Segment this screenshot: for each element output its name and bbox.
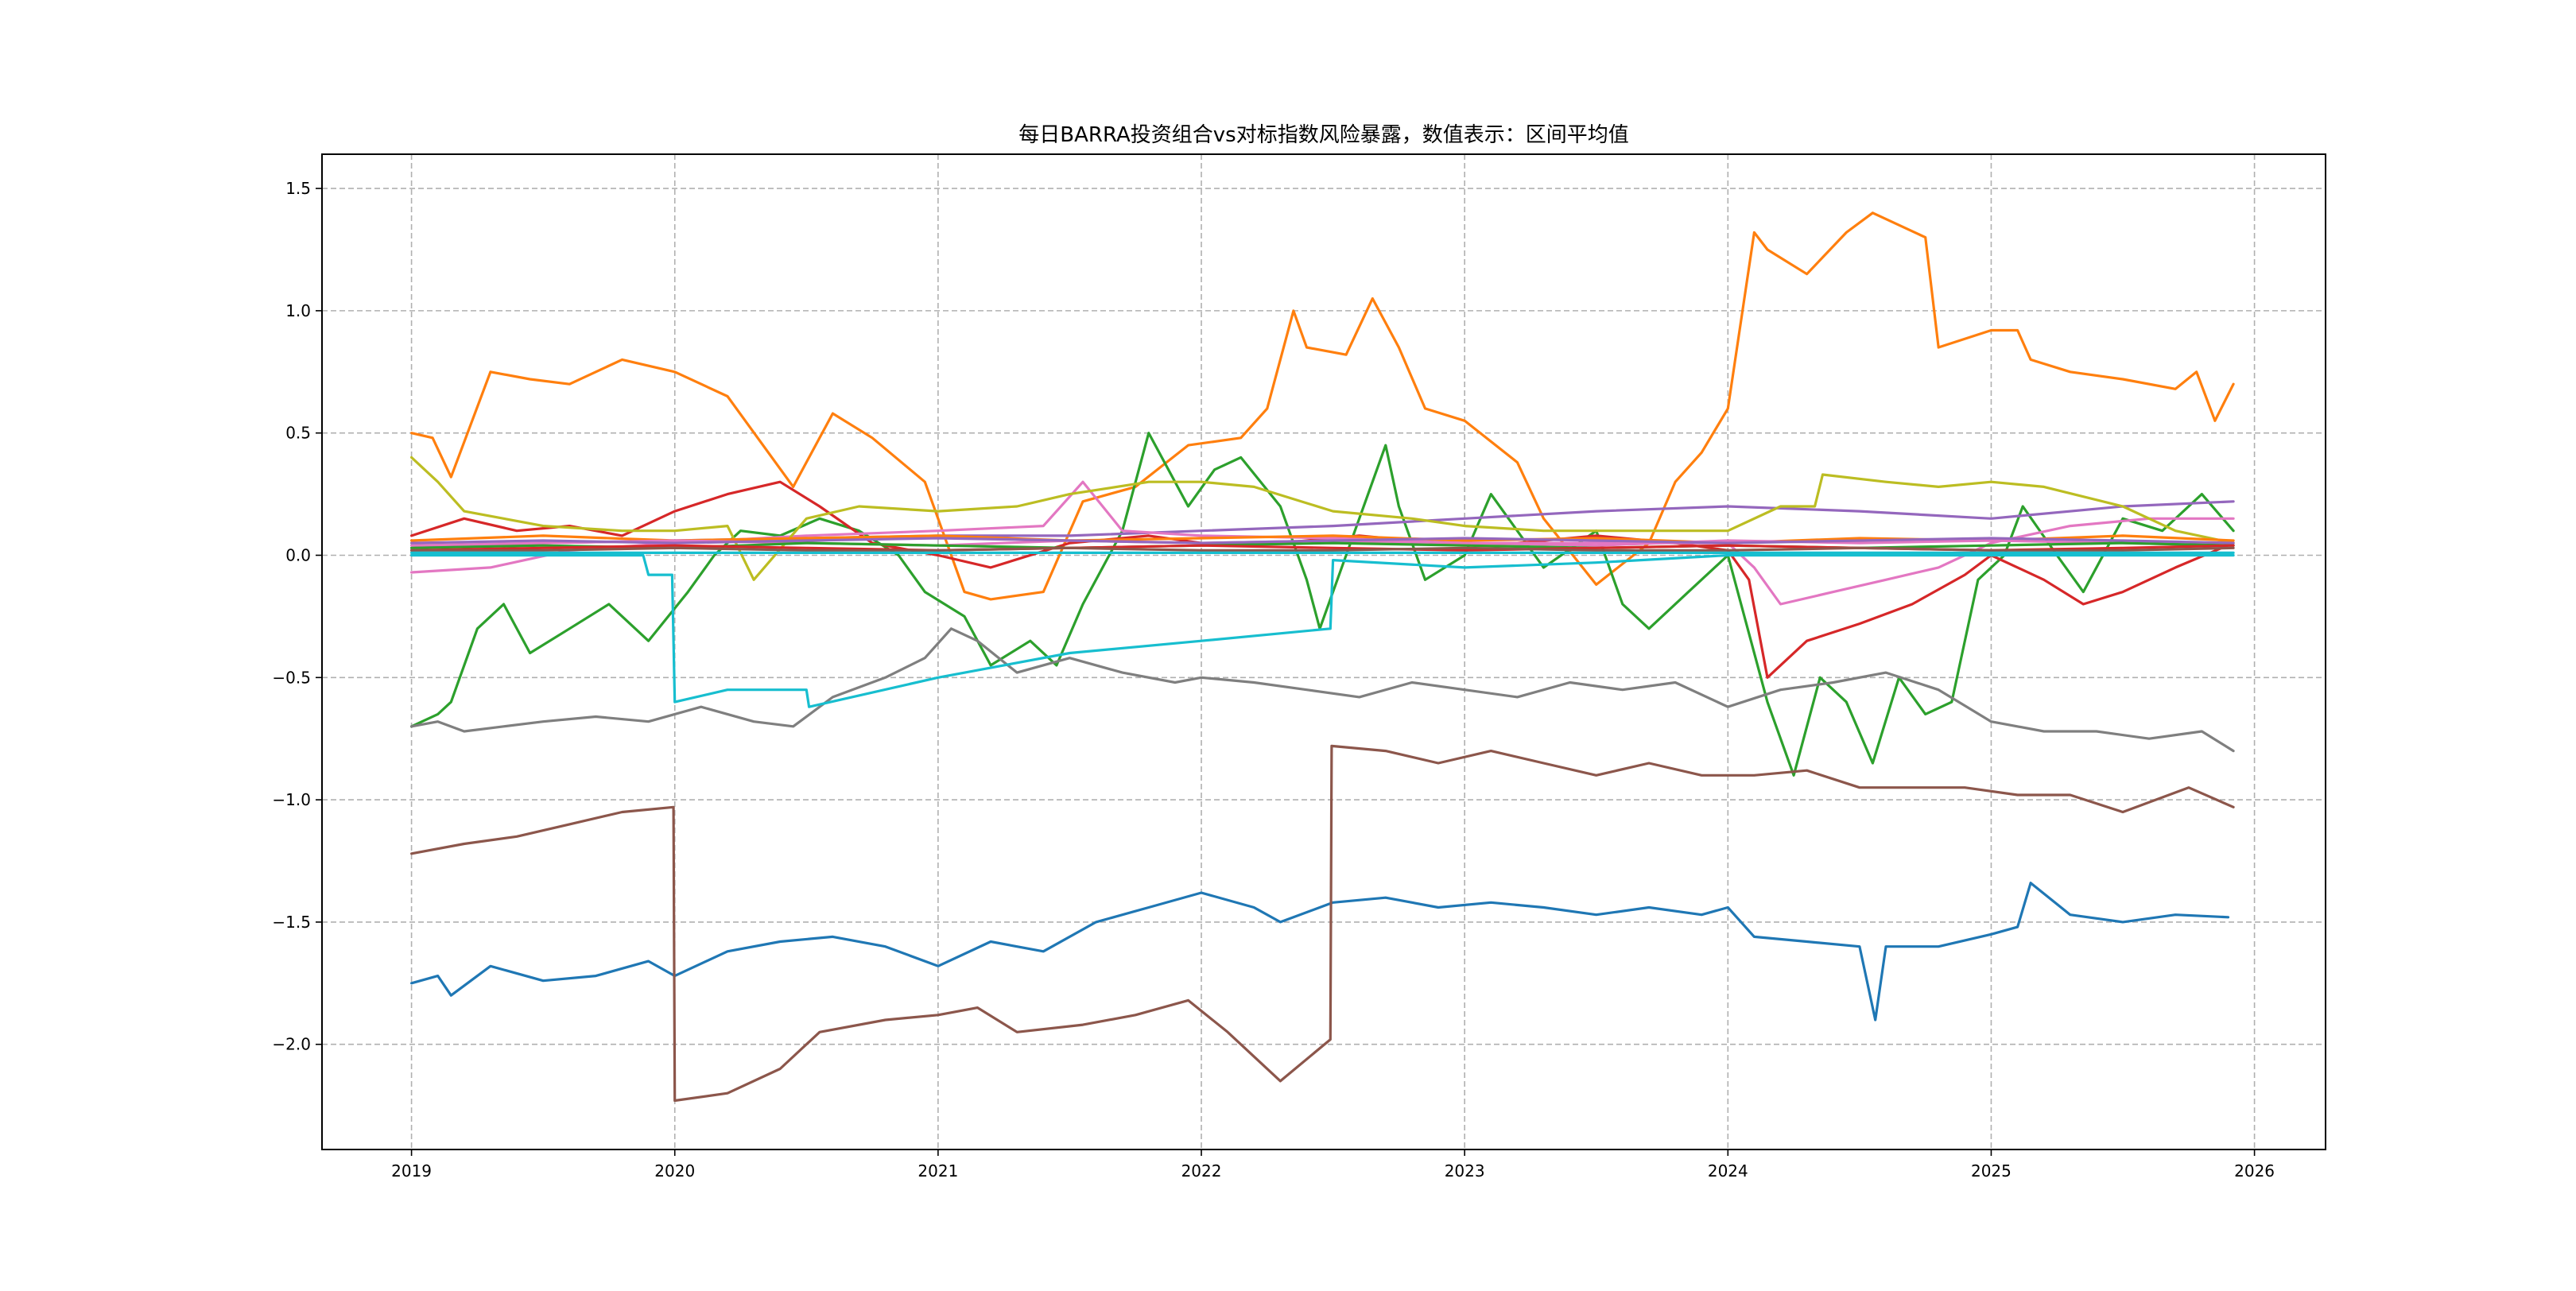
grid-layer bbox=[322, 154, 2326, 1149]
x-tick-label: 2021 bbox=[918, 1161, 958, 1181]
x-tick-label: 2026 bbox=[2234, 1161, 2275, 1181]
series-line-series-2 bbox=[409, 211, 2235, 601]
series-layer bbox=[409, 211, 2235, 1103]
series-line-series-10 bbox=[409, 553, 2235, 708]
plot-frame bbox=[321, 153, 2326, 1150]
tick-layer: 2019 2020 2021 2022 2023 2024 2025 2026 1.5 1.0 0.… bbox=[272, 179, 2275, 1181]
chart-title: 每日BARRA投资组合vs对标指数风险暴露，数值表示：区间平均值 bbox=[1018, 123, 1628, 147]
x-tick-label: 2025 bbox=[1971, 1161, 2012, 1181]
x-tick-label: 2020 bbox=[654, 1161, 695, 1181]
x-tick-label: 2024 bbox=[1708, 1161, 1748, 1181]
y-tick-label: 1.5 bbox=[285, 179, 311, 198]
y-tick-label: −1.5 bbox=[272, 913, 311, 932]
x-tick-label: 2023 bbox=[1445, 1161, 1485, 1181]
series-line-series-6 bbox=[409, 744, 2235, 1103]
y-tick-label: −0.5 bbox=[272, 668, 311, 687]
series-line-series-16 bbox=[409, 546, 2235, 552]
x-tick-label: 2019 bbox=[391, 1161, 432, 1181]
y-tick-label: −1.0 bbox=[272, 790, 311, 809]
x-tick-label: 2022 bbox=[1181, 1161, 1222, 1181]
series-line-series-9 bbox=[409, 456, 2235, 581]
y-tick-label: 0.5 bbox=[285, 424, 311, 443]
series-line-series-14 bbox=[409, 537, 2235, 545]
y-tick-label: 1.0 bbox=[285, 301, 311, 320]
series-line-series-4 bbox=[409, 480, 2235, 679]
series-line-series-8 bbox=[409, 627, 2235, 753]
series-line-series-1 bbox=[409, 882, 2230, 1022]
y-tick-label: −2.0 bbox=[272, 1035, 311, 1054]
y-tick-label: 0.0 bbox=[285, 545, 311, 564]
